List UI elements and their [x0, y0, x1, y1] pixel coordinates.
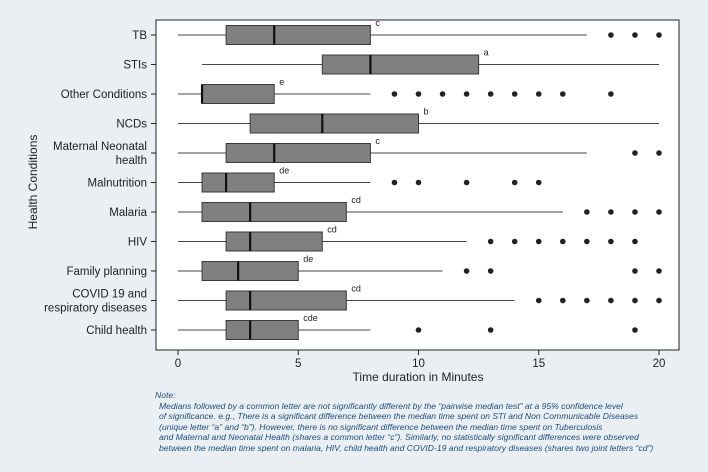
outlier-point — [608, 32, 614, 38]
outlier-point — [391, 91, 398, 97]
outlier-point — [487, 268, 494, 274]
outlier-point — [511, 91, 518, 97]
note-heading: Note: — [155, 390, 176, 400]
significance-letter: cd — [327, 225, 337, 235]
outlier-point — [608, 238, 614, 245]
outlier-point — [439, 91, 446, 97]
outlier-point — [632, 297, 638, 304]
significance-letter: cd — [351, 195, 361, 205]
y-tick-label: Other Conditions — [61, 89, 148, 101]
y-tick-label: HIV — [128, 237, 148, 249]
y-tick-label: Family planning — [66, 266, 147, 278]
y-tick-label: Child health — [86, 325, 147, 337]
significance-letter: c — [375, 18, 380, 28]
note-line: between the median time spent on malaria… — [159, 442, 654, 453]
outlier-point — [535, 238, 542, 245]
iqr-box — [201, 261, 299, 281]
outlier-point — [535, 179, 542, 186]
outlier-point — [632, 238, 638, 245]
iqr-box — [201, 172, 275, 193]
iqr-box — [225, 231, 323, 252]
iqr-box — [321, 54, 480, 75]
y-tick-label: health — [116, 155, 147, 167]
outlier-point — [535, 91, 542, 97]
y-tick-label: respiratory diseases — [44, 303, 147, 315]
outlier-point — [415, 91, 422, 97]
y-tick-label: NCDs — [116, 119, 147, 131]
outlier-point — [511, 238, 518, 245]
outlier-point — [632, 327, 638, 333]
outlier-point — [487, 238, 494, 245]
outlier-point — [584, 297, 590, 304]
outlier-point — [608, 209, 614, 215]
x-tick-label: 5 — [295, 358, 301, 370]
boxplot-chart: 0 5 10 15 20 TB c STIs a Other Conditions e NCDs b Ma… — [26, 18, 680, 384]
outlier-point — [632, 209, 638, 215]
iqr-box — [225, 320, 299, 340]
y-tick-label: COVID 19 and — [72, 289, 147, 301]
significance-letter: de — [303, 254, 313, 264]
iqr-box — [225, 143, 371, 163]
y-tick-label: Maternal Neonatal — [53, 141, 147, 153]
significance-letter: cde — [303, 313, 318, 323]
y-tick-label: Malnutrition — [88, 178, 147, 190]
y-tick-label: Malaria — [109, 207, 147, 219]
x-tick-label: 0 — [175, 358, 181, 370]
outlier-point — [608, 91, 614, 97]
outlier-point — [632, 268, 638, 274]
iqr-box — [201, 202, 347, 222]
outlier-point — [415, 327, 422, 333]
outlier-point — [463, 268, 470, 274]
outlier-point — [656, 150, 662, 156]
outlier-point — [391, 179, 398, 186]
chart-note: Note: Medians followed by a common lette… — [155, 390, 707, 454]
outlier-point — [535, 297, 542, 304]
outlier-point — [560, 91, 566, 97]
note-line: Medians followed by a common letter are … — [159, 400, 623, 411]
significance-letter: de — [279, 166, 289, 176]
outlier-point — [608, 297, 614, 304]
outlier-point — [656, 297, 662, 304]
significance-letter: cd — [351, 284, 361, 294]
x-tick-label: 10 — [412, 358, 425, 370]
x-tick-label: 20 — [653, 358, 666, 370]
y-tick-label: TB — [132, 30, 147, 42]
outlier-point — [656, 32, 662, 38]
outlier-point — [584, 209, 590, 215]
outlier-point — [463, 91, 470, 97]
outlier-point — [511, 179, 518, 186]
outlier-point — [656, 268, 662, 274]
y-tick-label: STIs — [123, 60, 147, 72]
outlier-point — [560, 297, 566, 304]
outlier-point — [415, 179, 422, 186]
significance-letter: c — [375, 136, 380, 146]
outlier-point — [656, 209, 662, 215]
iqr-box — [201, 84, 275, 104]
significance-letter: e — [279, 77, 284, 87]
significance-letter: a — [484, 48, 489, 58]
chart-marks: 0 5 10 15 20 TB c STIs a Other Conditions e NCDs b Ma… — [44, 18, 665, 370]
note-line: of significance. e.g., There is a signif… — [159, 411, 639, 422]
outlier-point — [560, 238, 566, 245]
note-line: and Maternal and Neonatal Health (shares… — [159, 432, 639, 443]
iqr-box — [225, 290, 347, 311]
x-axis-title: Time duration in Minutes — [353, 370, 484, 384]
outlier-point — [632, 150, 638, 156]
note-line: (unique letter “a” and “b”). However, th… — [159, 421, 603, 432]
outlier-point — [487, 327, 494, 333]
outlier-point — [632, 32, 638, 38]
iqr-box — [249, 113, 419, 134]
significance-letter: b — [424, 107, 429, 117]
y-axis-title: Health Conditions — [26, 135, 40, 230]
iqr-box — [225, 25, 371, 45]
outlier-point — [487, 91, 494, 97]
outlier-point — [463, 179, 470, 186]
outlier-point — [584, 238, 590, 245]
x-tick-label: 15 — [532, 358, 545, 370]
